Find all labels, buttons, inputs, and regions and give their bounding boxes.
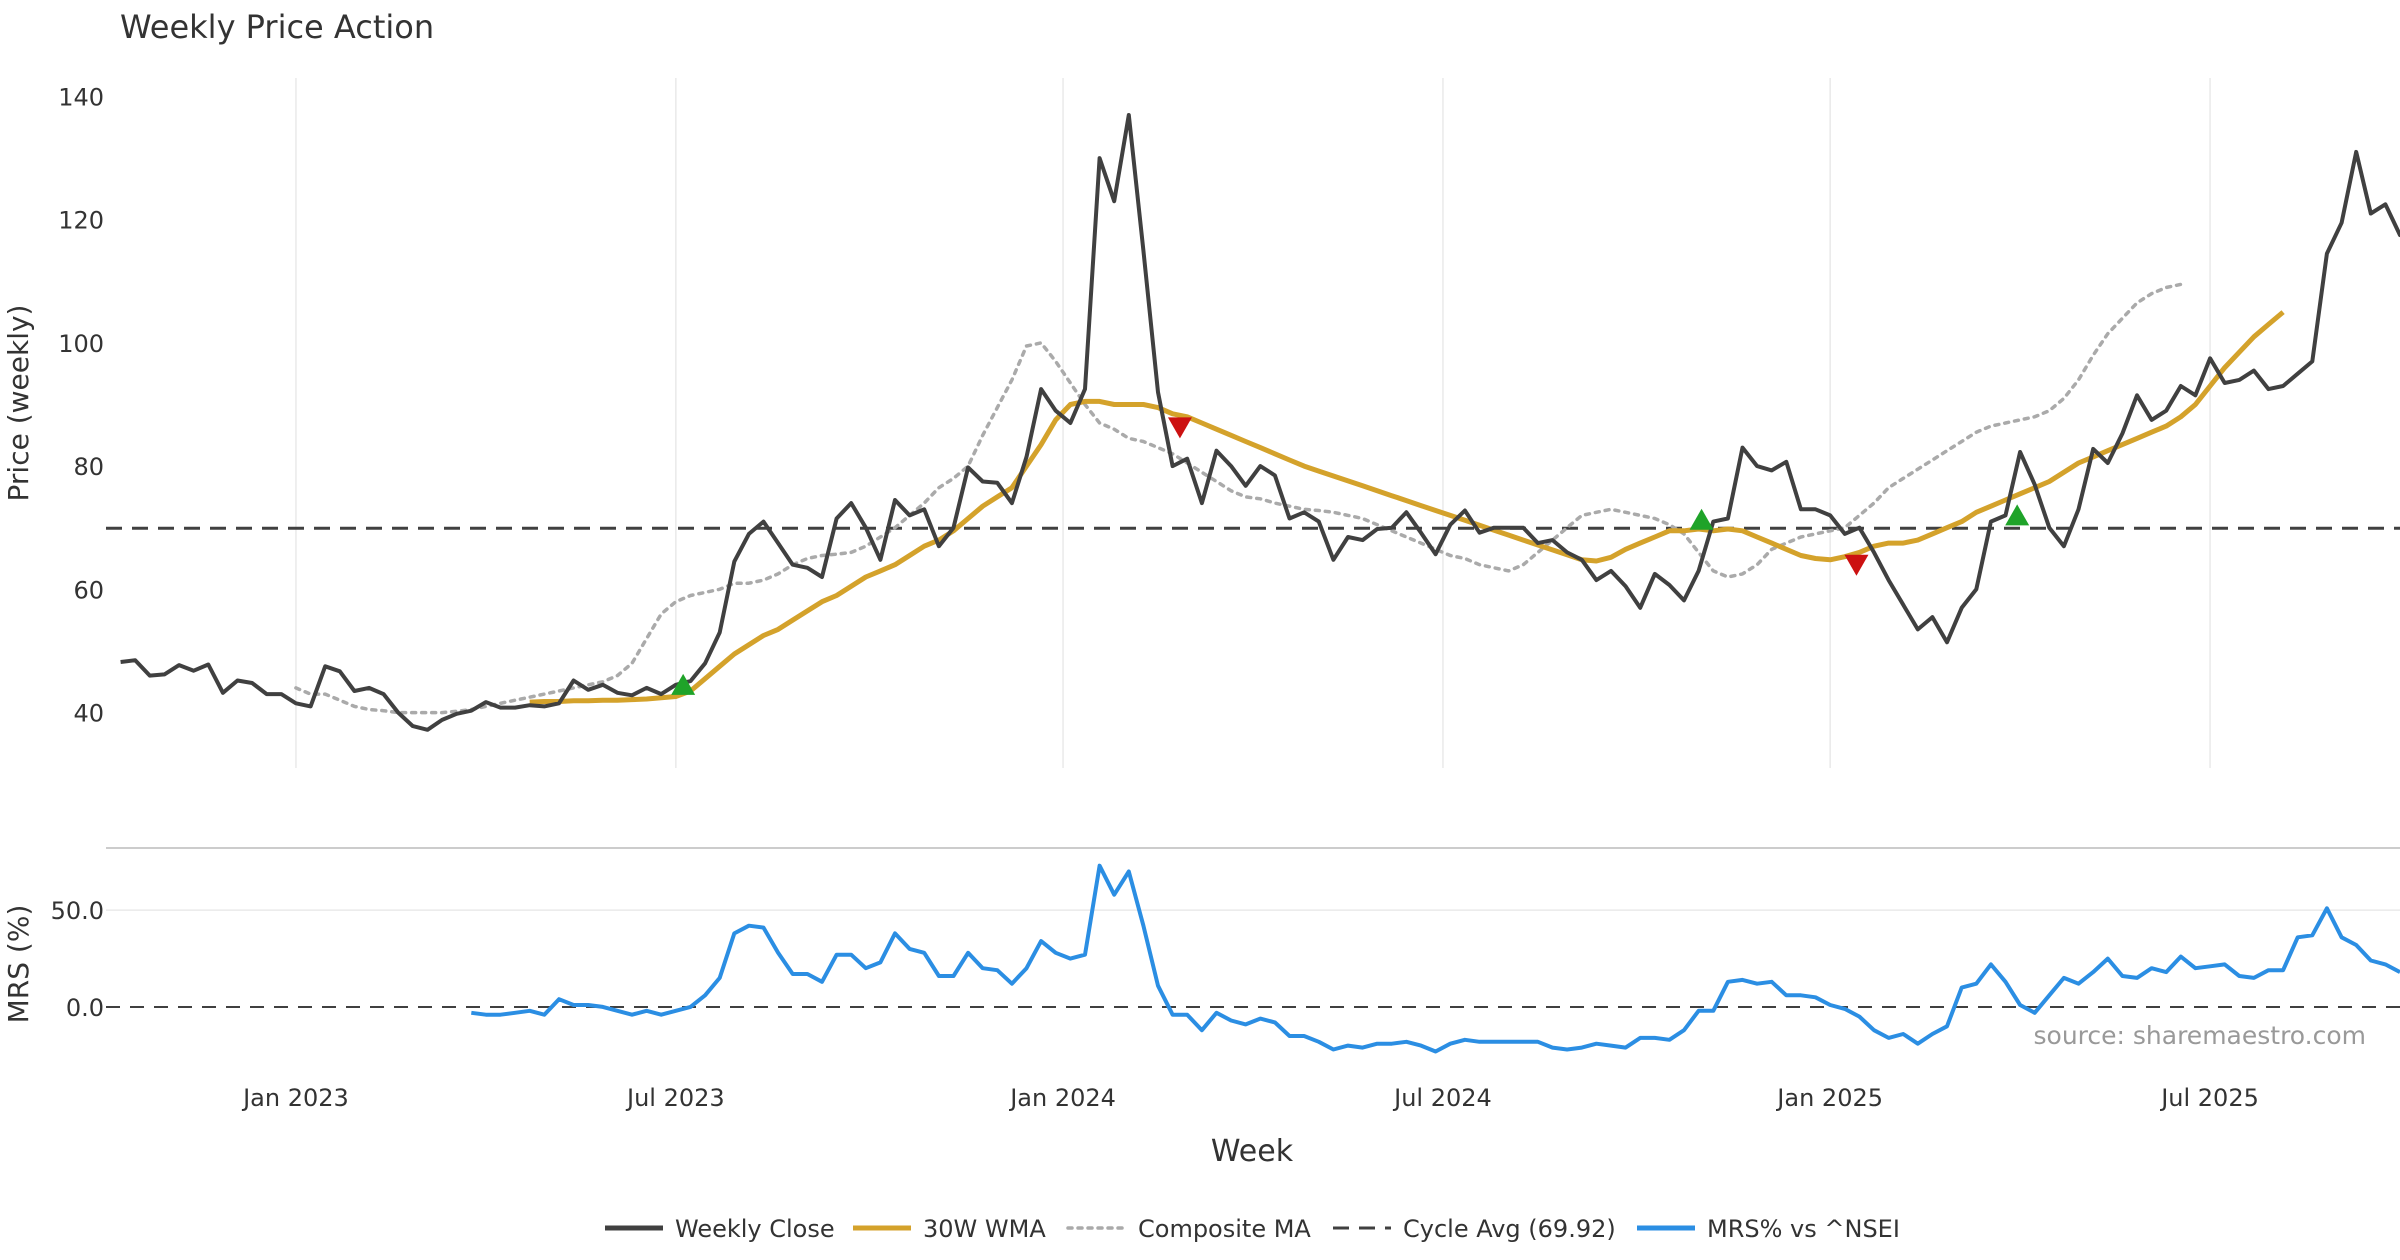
x-tick-label: Jul 2024: [1392, 1084, 1492, 1112]
x-tick-label: Jul 2025: [2159, 1084, 2259, 1112]
mrs-y-tick-label: 50.0: [51, 897, 104, 925]
sell-signal-marker-1: [1844, 554, 1869, 576]
price-y-tick-label: 140: [58, 83, 104, 111]
legend: Weekly Close 30W WMA Composite MA Cycle Avg…: [605, 1215, 1900, 1243]
legend-label-close: Weekly Close: [675, 1215, 835, 1243]
price-series-group: [106, 113, 2400, 732]
weekly-close-line: [120, 113, 2400, 732]
composite-ma-line: [294, 282, 2183, 715]
legend-label-wma: 30W WMA: [923, 1215, 1046, 1243]
x-tick-label: Jan 2023: [241, 1084, 349, 1112]
mrs-line: [471, 863, 2400, 1054]
mrs-y-axis-label: MRS (%): [2, 905, 35, 1024]
x-tick-label: Jul 2023: [625, 1084, 725, 1112]
signal-markers: [671, 417, 2030, 695]
price-y-ticks: 40 60 80 100 120 140: [58, 83, 104, 727]
price-y-tick-label: 120: [58, 207, 104, 235]
price-y-tick-label: 80: [73, 453, 104, 481]
x-axis-label: Week: [1211, 1134, 1294, 1169]
price-y-axis-label: Price (weekly): [2, 305, 35, 502]
buy-signal-marker-0: [671, 673, 696, 695]
sell-signal-marker-0: [1167, 417, 1192, 439]
legend-label-mrs: MRS% vs ^NSEI: [1707, 1215, 1900, 1243]
x-tick-label: Jan 2024: [1008, 1084, 1116, 1112]
price-y-tick-label: 40: [73, 700, 104, 728]
price-gridlines: [295, 78, 2211, 768]
source-note: source: sharemaestro.com: [2034, 1021, 2367, 1050]
price-y-tick-label: 100: [58, 330, 104, 358]
legend-label-cycle: Cycle Avg (69.92): [1403, 1215, 1616, 1243]
buy-signal-marker-2: [2005, 504, 2030, 526]
buy-signal-marker-1: [1689, 508, 1714, 530]
mrs-y-tick-label: 0.0: [66, 994, 104, 1022]
chart-title: Weekly Price Action: [120, 8, 434, 46]
x-tick-label: Jan 2025: [1775, 1084, 1883, 1112]
mrs-series-group: [106, 863, 2400, 1054]
mrs-y-ticks: 0.0 50.0: [51, 897, 104, 1022]
price-y-tick-label: 60: [73, 576, 104, 604]
wma-line: [529, 310, 2285, 705]
legend-label-composite: Composite MA: [1138, 1215, 1311, 1243]
x-ticks: Jan 2023 Jul 2023 Jan 2024 Jul 2024 Jan 2025…: [241, 1084, 2259, 1112]
